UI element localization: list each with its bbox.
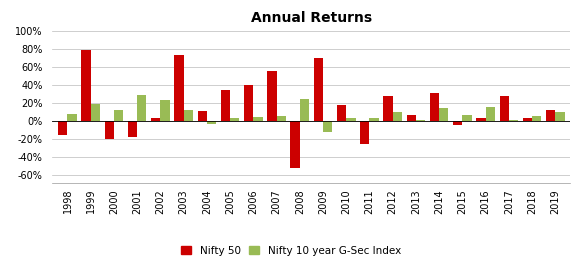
Bar <box>337 105 346 121</box>
Bar <box>300 98 309 121</box>
Bar <box>91 104 100 121</box>
Bar <box>128 121 137 137</box>
Bar <box>230 117 239 121</box>
Legend: Nifty 50, Nifty 10 year G-Sec Index: Nifty 50, Nifty 10 year G-Sec Index <box>181 246 401 256</box>
Bar <box>509 120 518 121</box>
Bar <box>416 120 425 121</box>
Bar <box>555 112 565 121</box>
Bar <box>253 117 262 121</box>
Bar <box>453 121 462 125</box>
Bar <box>384 96 393 121</box>
Bar <box>499 96 509 121</box>
Bar <box>370 117 379 121</box>
Bar <box>462 115 471 121</box>
Bar <box>323 121 332 132</box>
Bar <box>485 107 495 121</box>
Bar <box>161 100 170 121</box>
Bar <box>276 116 286 121</box>
Bar <box>314 58 323 121</box>
Bar <box>197 111 207 121</box>
Bar <box>546 110 555 121</box>
Title: Annual Returns: Annual Returns <box>251 11 372 25</box>
Bar <box>58 121 68 135</box>
Bar <box>137 95 147 121</box>
Bar <box>68 114 77 121</box>
Bar <box>393 112 402 121</box>
Bar <box>360 121 370 144</box>
Bar <box>221 90 230 121</box>
Bar <box>439 108 448 121</box>
Bar <box>430 93 439 121</box>
Bar <box>267 71 276 121</box>
Bar <box>151 117 161 121</box>
Bar <box>114 110 123 121</box>
Bar <box>523 117 532 121</box>
Bar <box>207 121 216 124</box>
Bar <box>183 110 193 121</box>
Bar <box>476 118 485 121</box>
Bar <box>290 121 300 168</box>
Bar <box>105 121 114 139</box>
Bar <box>81 50 91 121</box>
Bar <box>407 115 416 121</box>
Bar <box>175 55 183 121</box>
Bar <box>532 116 541 121</box>
Bar <box>346 118 356 121</box>
Bar <box>244 85 253 121</box>
